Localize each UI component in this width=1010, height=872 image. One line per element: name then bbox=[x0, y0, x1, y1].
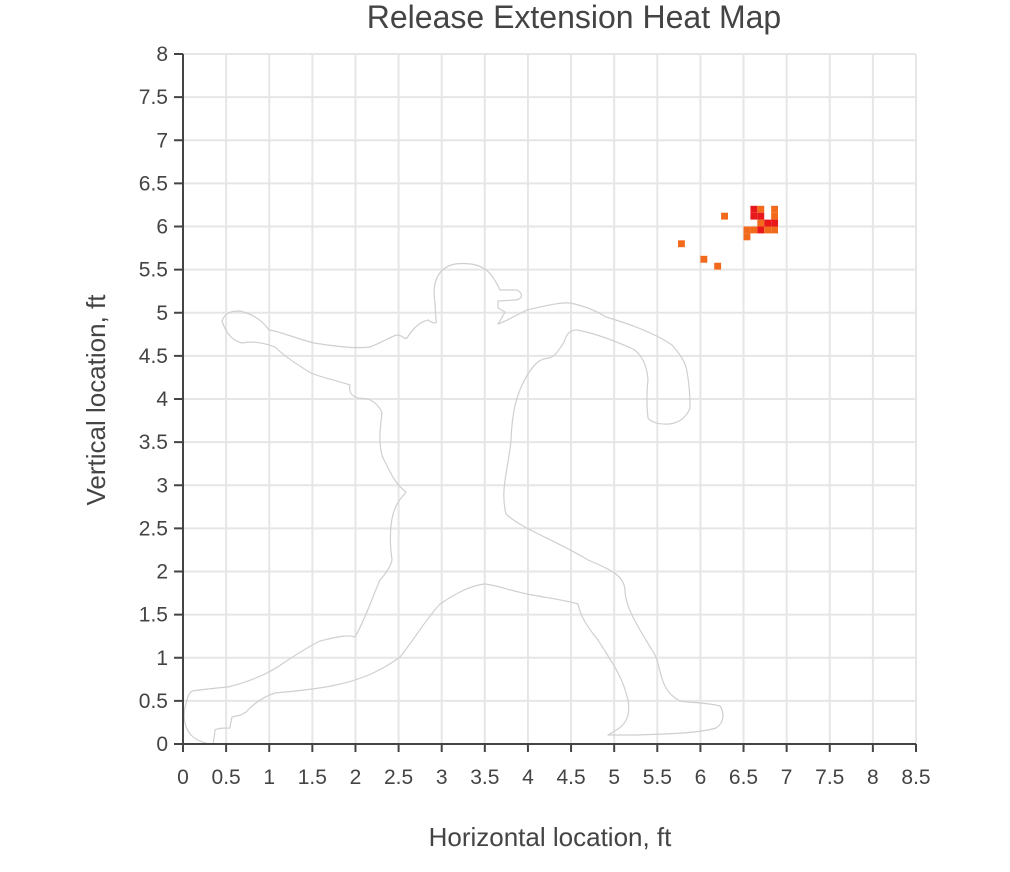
heatmap-cell bbox=[757, 205, 765, 213]
heatmap-cell bbox=[721, 212, 729, 220]
x-tick-label: 2.5 bbox=[384, 766, 413, 789]
heatmap-cell bbox=[764, 219, 772, 227]
heatmap-cells bbox=[677, 205, 779, 270]
chart-title: Release Extension Heat Map bbox=[367, 0, 781, 35]
y-tick-label: 7.5 bbox=[139, 86, 168, 109]
y-tick-label: 7 bbox=[156, 129, 168, 152]
y-tick-label: 0 bbox=[156, 733, 168, 756]
x-tick-label: 1.5 bbox=[298, 766, 327, 789]
x-tick-label: 1 bbox=[263, 766, 275, 789]
heatmap-cell bbox=[757, 212, 765, 220]
heatmap-cell bbox=[757, 219, 765, 227]
x-tick-label: 4 bbox=[522, 766, 534, 789]
y-tick-label: 3.5 bbox=[139, 431, 168, 454]
x-tick-label: 7.5 bbox=[815, 766, 844, 789]
heatmap-cell bbox=[700, 255, 708, 263]
x-tick-label: 7 bbox=[781, 766, 793, 789]
grid bbox=[183, 53, 917, 744]
heatmap-cell bbox=[750, 226, 758, 234]
y-tick-label: 5.5 bbox=[139, 259, 168, 282]
y-tick-label: 8 bbox=[156, 43, 168, 66]
y-tick-label: 5 bbox=[156, 302, 168, 325]
x-tick-label: 6 bbox=[695, 766, 707, 789]
x-tick-label: 3 bbox=[436, 766, 448, 789]
axes: 0 0.5 1 1.5 2 2.5 3 3.5 4 4.5 5 5.5 6 6.5 7 7.5 8 8.5 0 0.5… bbox=[139, 43, 931, 789]
x-tick-label: 5 bbox=[608, 766, 620, 789]
x-tick-label: 8.5 bbox=[901, 766, 930, 789]
heatmap-cell bbox=[743, 226, 751, 234]
heatmap-cell bbox=[771, 205, 779, 213]
heatmap-cell bbox=[757, 226, 765, 234]
x-tick-label: 5.5 bbox=[643, 766, 672, 789]
heatmap-cell bbox=[771, 212, 779, 220]
x-tick-label: 8 bbox=[867, 766, 879, 789]
y-tick-label: 1.5 bbox=[139, 604, 168, 627]
x-tick-label: 0 bbox=[177, 766, 189, 789]
x-tick-label: 3.5 bbox=[470, 766, 499, 789]
heatmap-cell bbox=[764, 226, 772, 234]
heatmap-cell bbox=[677, 240, 685, 248]
y-tick-label: 3 bbox=[156, 474, 168, 497]
heatmap-cell bbox=[750, 212, 758, 220]
heatmap-cell bbox=[750, 205, 758, 213]
x-tick-label: 0.5 bbox=[212, 766, 241, 789]
heatmap-cell bbox=[771, 226, 779, 234]
y-tick-label: 6.5 bbox=[139, 172, 168, 195]
x-axis-title: Horizontal location, ft bbox=[429, 822, 673, 852]
x-tick-label: 2 bbox=[350, 766, 362, 789]
y-tick-label: 6 bbox=[156, 216, 168, 239]
heatmap-cell bbox=[771, 219, 779, 227]
y-tick-label: 4 bbox=[156, 388, 168, 411]
y-tick-label: 2 bbox=[156, 561, 168, 584]
pitcher-silhouette bbox=[183, 262, 724, 745]
y-tick-label: 4.5 bbox=[139, 345, 168, 368]
y-tick-label: 0.5 bbox=[139, 690, 168, 713]
heatmap-cell bbox=[743, 233, 751, 241]
x-tick-label: 6.5 bbox=[729, 766, 758, 789]
y-tick-label: 1 bbox=[156, 647, 168, 670]
y-tick-label: 2.5 bbox=[139, 517, 168, 540]
y-axis-title: Vertical location, ft bbox=[81, 294, 111, 506]
x-tick-label: 4.5 bbox=[556, 766, 585, 789]
heatmap-cell bbox=[714, 262, 722, 270]
